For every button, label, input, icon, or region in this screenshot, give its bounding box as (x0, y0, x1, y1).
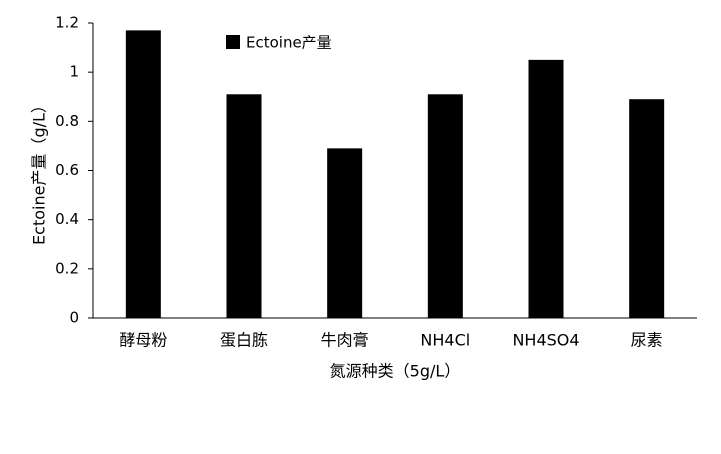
x-tick-label: 蛋白胨 (220, 331, 268, 350)
bar (528, 59, 564, 318)
bar (427, 94, 463, 319)
x-tick-label: 尿素 (631, 331, 663, 350)
y-tick-label: 0.6 (55, 161, 79, 179)
y-tick-label: 0.4 (55, 210, 79, 228)
y-tick-label: 0.2 (55, 259, 79, 277)
y-tick-label: 0 (69, 309, 79, 327)
x-axis-title: 氮源种类（5g/L） (330, 362, 461, 381)
bar (629, 99, 665, 318)
y-axis-title: Ectoine产量（g/L） (30, 97, 49, 245)
legend-swatch (226, 35, 240, 49)
x-tick-label: NH4SO4 (512, 331, 579, 350)
y-tick-label: 0.8 (55, 112, 79, 130)
x-tick-label: NH4Cl (420, 331, 470, 350)
bar (125, 30, 161, 318)
bar (226, 94, 262, 319)
x-tick-label: 酵母粉 (119, 331, 167, 350)
bar (327, 148, 363, 318)
legend-label: Ectoine产量 (246, 34, 332, 52)
y-tick-label: 1 (69, 63, 79, 81)
x-tick-label: 牛肉膏 (321, 331, 369, 350)
y-tick-label: 1.2 (55, 14, 79, 32)
